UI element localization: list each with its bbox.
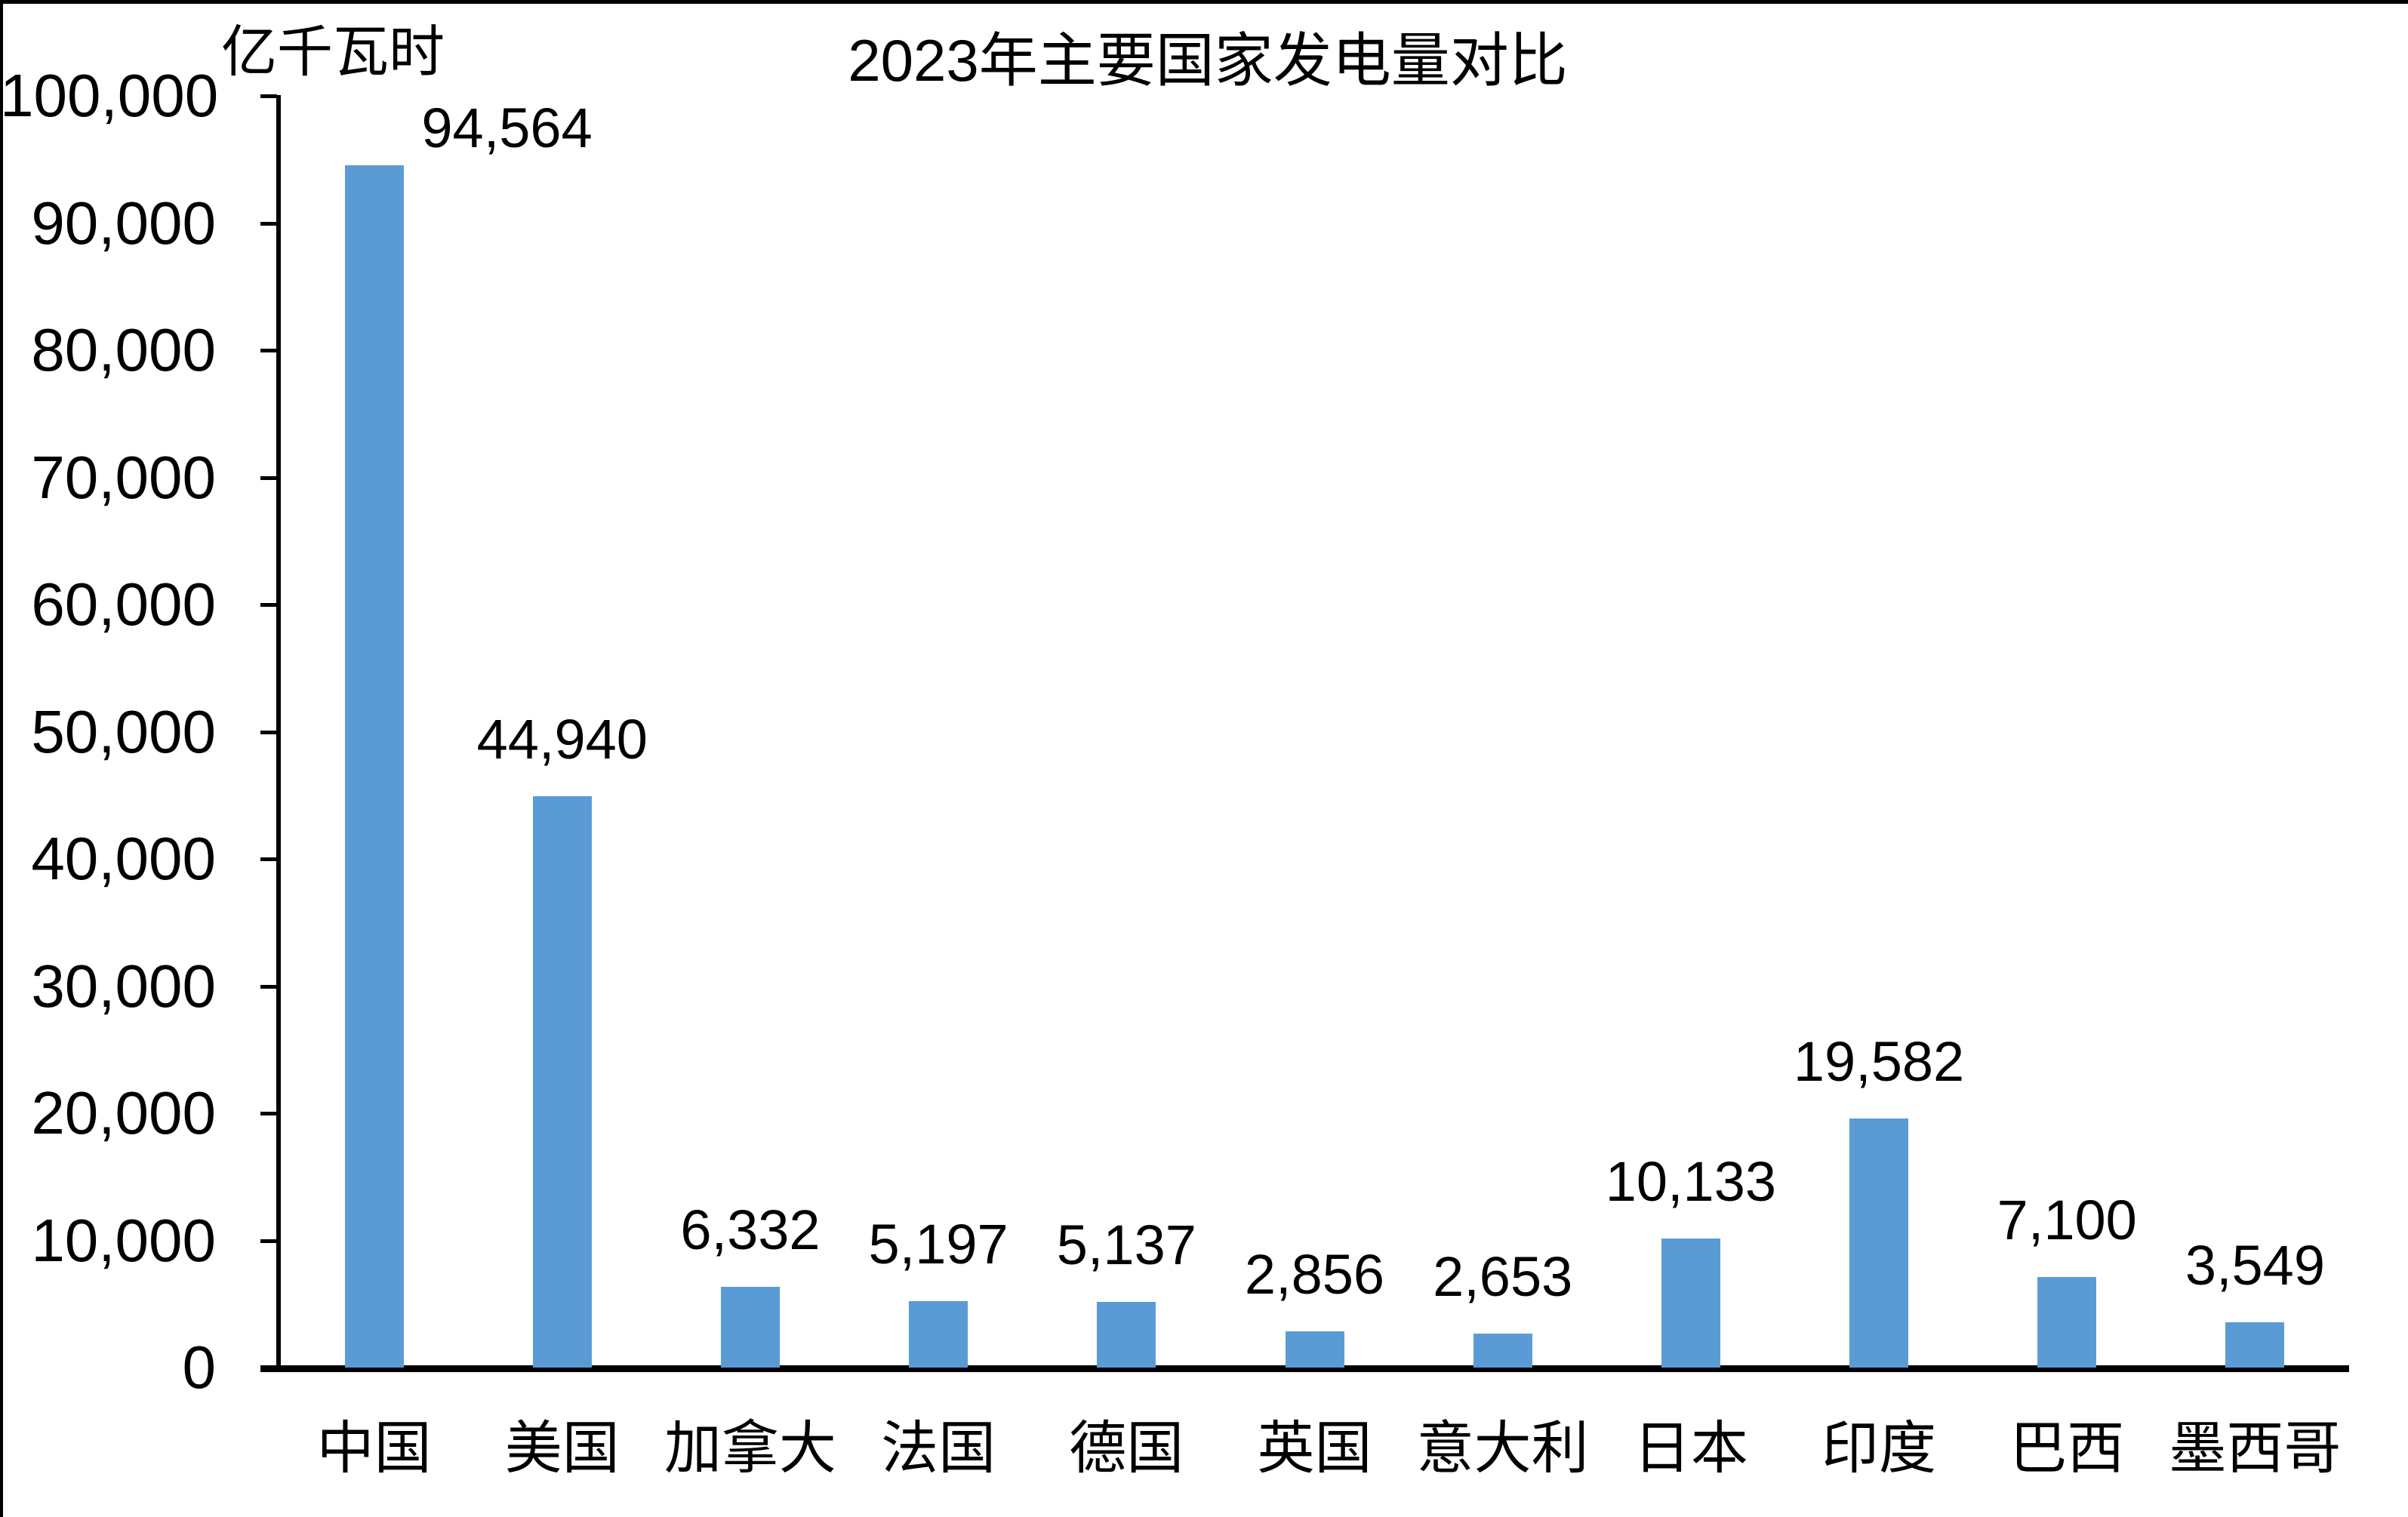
bar-value-label: 10,133 (1605, 1150, 1777, 1214)
y-tick-mark (260, 730, 277, 734)
y-tick-mark (260, 349, 277, 352)
bar (1473, 1334, 1532, 1368)
x-category-label: 英国 (1257, 1417, 1372, 1481)
x-category-label: 德国 (1069, 1417, 1184, 1481)
y-tick-label: 50,000 (31, 697, 216, 765)
y-tick-label: 100,000 (0, 62, 219, 129)
y-tick-mark (260, 1239, 277, 1243)
bar (720, 1287, 780, 1368)
x-axis-line (260, 1365, 2349, 1372)
y-tick-label: 30,000 (31, 952, 216, 1020)
bar-value-label: 6,332 (680, 1199, 821, 1262)
y-tick-mark (260, 1112, 277, 1115)
bar (909, 1301, 968, 1368)
y-tick-label: 70,000 (31, 443, 216, 511)
y-tick-mark (260, 984, 277, 989)
x-category-label: 巴西 (2009, 1417, 2125, 1481)
bar-value-label: 5,137 (1056, 1214, 1196, 1277)
x-category-label: 加拿大 (664, 1417, 836, 1481)
y-axis-line (276, 95, 281, 1365)
top-border-line (0, 0, 2408, 4)
y-tick-mark (260, 475, 277, 480)
y-tick-label: 40,000 (31, 825, 216, 892)
bar-value-label: 3,549 (2185, 1234, 2325, 1297)
bar (532, 795, 592, 1368)
left-border-line (0, 0, 3, 1517)
chart-title: 2023年主要国家发电量对比 (848, 27, 1568, 94)
x-category-label: 印度 (1821, 1417, 1937, 1481)
y-tick-label: 0 (182, 1334, 217, 1401)
bar-value-label: 44,940 (476, 707, 648, 771)
bar (1097, 1302, 1156, 1368)
bar (1661, 1239, 1720, 1368)
bar-value-label: 19,582 (1793, 1030, 1965, 1094)
y-axis-unit-label: 亿千瓦时 (221, 22, 445, 84)
x-category-label: 法国 (881, 1417, 996, 1481)
bar-value-label: 2,653 (1433, 1245, 1573, 1309)
bar (2037, 1277, 2097, 1368)
x-category-label: 日本 (1633, 1417, 1748, 1481)
y-tick-mark (260, 857, 277, 861)
y-tick-label: 90,000 (31, 189, 216, 257)
y-tick-label: 80,000 (31, 316, 216, 383)
bar-value-label: 94,564 (421, 96, 593, 159)
bar (2225, 1322, 2285, 1368)
y-tick-mark (260, 221, 277, 226)
x-category-label: 美国 (504, 1417, 620, 1481)
bar-value-label: 2,856 (1244, 1242, 1385, 1306)
bar-value-label: 7,100 (1997, 1189, 2137, 1252)
y-tick-label: 20,000 (31, 1079, 216, 1146)
x-category-label: 意大利 (1416, 1417, 1589, 1481)
x-category-label: 墨西哥 (2169, 1417, 2342, 1481)
y-tick-mark (260, 603, 277, 607)
y-tick-mark (260, 94, 277, 98)
y-tick-label: 60,000 (31, 571, 216, 638)
bar (1285, 1331, 1344, 1368)
bar (344, 165, 404, 1368)
x-category-label: 中国 (316, 1417, 432, 1481)
bar (1849, 1119, 1909, 1368)
bar-value-label: 5,197 (868, 1213, 1008, 1276)
y-tick-label: 10,000 (31, 1206, 216, 1274)
